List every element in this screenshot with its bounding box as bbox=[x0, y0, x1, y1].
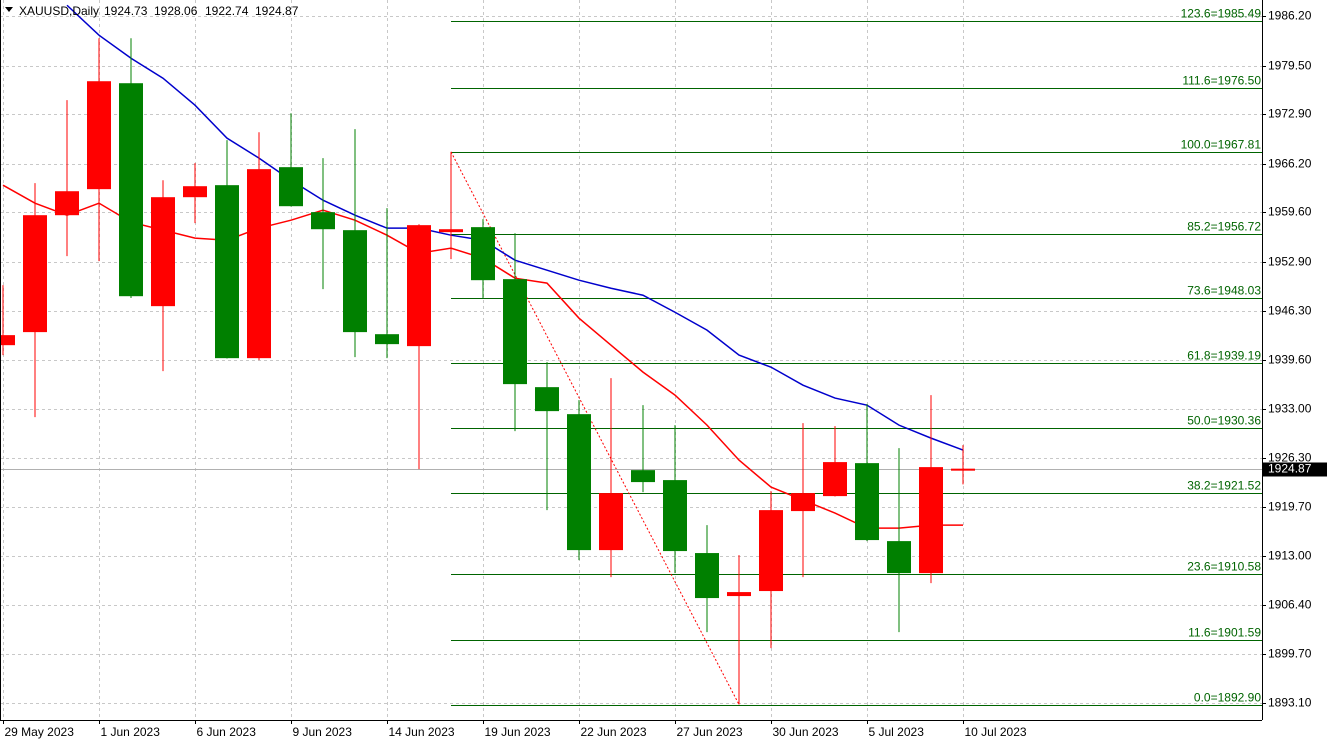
fib-level-label: 23.6=1910.58 bbox=[1187, 560, 1261, 574]
candle-body bbox=[791, 493, 815, 512]
y-tick-label: 1946.30 bbox=[1268, 304, 1312, 318]
y-tick-label: 1952.90 bbox=[1268, 255, 1312, 269]
header-symbol: XAUUSD,Daily bbox=[19, 4, 99, 18]
y-tick-label: 1972.90 bbox=[1268, 107, 1312, 121]
y-tick-label: 1966.20 bbox=[1268, 157, 1312, 171]
candle-body bbox=[631, 470, 655, 483]
candle-body bbox=[951, 468, 975, 471]
candle-body bbox=[375, 334, 399, 345]
header-high: 1928.06 bbox=[154, 4, 198, 18]
candle-body bbox=[439, 229, 463, 233]
candle-body bbox=[87, 81, 111, 190]
candle-body bbox=[407, 225, 431, 347]
candle-body bbox=[663, 480, 687, 552]
fib-level-label: 61.8=1939.19 bbox=[1187, 349, 1261, 363]
fib-level-label: 38.2=1921.52 bbox=[1187, 479, 1261, 493]
candle-body bbox=[215, 185, 239, 359]
x-tick-label: 5 Jul 2023 bbox=[869, 725, 925, 739]
header-open: 1924.73 bbox=[104, 4, 148, 18]
y-tick-label: 1939.60 bbox=[1268, 353, 1312, 367]
plot-area: 123.6=1985.49 111.6=1976.50 100.0=1967.81 8… bbox=[0, 4, 1262, 706]
y-tick-label: 1926.30 bbox=[1268, 451, 1312, 465]
y-tick-label: 1899.70 bbox=[1268, 647, 1312, 661]
candle-body bbox=[567, 414, 591, 551]
x-tick-label: 6 Jun 2023 bbox=[197, 725, 257, 739]
x-tick-label: 19 Jun 2023 bbox=[485, 725, 551, 739]
fib-level-label: 111.6=1976.50 bbox=[1182, 74, 1261, 88]
candle-body bbox=[119, 83, 143, 297]
y-tick-label: 1906.40 bbox=[1268, 598, 1312, 612]
x-tick-label: 1 Jun 2023 bbox=[101, 725, 161, 739]
candle-body bbox=[343, 230, 367, 333]
candle-body bbox=[535, 387, 559, 412]
fib-level-label: 100.0=1967.81 bbox=[1181, 138, 1262, 152]
candle-body bbox=[151, 197, 175, 307]
y-tick-label: 1959.60 bbox=[1268, 205, 1312, 219]
candle-body bbox=[695, 553, 719, 599]
candle-body bbox=[471, 227, 495, 281]
fib-level-label: 11.6=1901.59 bbox=[1188, 626, 1261, 640]
candle-body bbox=[23, 215, 47, 333]
x-tick-label: 27 Jun 2023 bbox=[677, 725, 743, 739]
candle-body bbox=[887, 541, 911, 574]
candle-body bbox=[279, 167, 303, 207]
candle-body bbox=[55, 191, 79, 216]
candle-body bbox=[0, 335, 15, 346]
current-price-label: 1924.87 bbox=[1268, 462, 1312, 476]
y-tick-label: 1979.50 bbox=[1268, 59, 1312, 73]
fib-level-label: 50.0=1930.36 bbox=[1187, 414, 1261, 428]
current-price-box bbox=[1262, 462, 1327, 477]
y-tick-label: 1933.00 bbox=[1268, 402, 1312, 416]
axes: 1986.20 1979.50 1972.90 1966.20 1959.60 1952.… bbox=[3, 9, 1327, 739]
header-triangle bbox=[5, 7, 13, 12]
candle-body bbox=[823, 462, 847, 497]
x-tick-label: 10 Jul 2023 bbox=[965, 725, 1027, 739]
header-low: 1922.74 bbox=[205, 4, 249, 18]
x-tick-label: 14 Jun 2023 bbox=[389, 725, 455, 739]
grid bbox=[0, 0, 1262, 720]
y-tick-label: 1913.00 bbox=[1268, 549, 1312, 563]
candle-body bbox=[727, 592, 751, 597]
x-tick-label: 29 May 2023 bbox=[5, 725, 75, 739]
fib-level-label: 73.6=1948.03 bbox=[1187, 284, 1261, 298]
candle-body bbox=[503, 279, 527, 385]
candle-body bbox=[599, 493, 623, 551]
fib-level-label: 85.2=1956.72 bbox=[1187, 220, 1261, 234]
x-tick-label: 22 Jun 2023 bbox=[581, 725, 647, 739]
x-tick-label: 9 Jun 2023 bbox=[293, 725, 353, 739]
candle-body bbox=[183, 186, 207, 198]
candle-body bbox=[759, 510, 783, 592]
fib-level-label: 0.0=1892.90 bbox=[1194, 691, 1261, 705]
fib-level-label: 123.6=1985.49 bbox=[1181, 7, 1262, 21]
x-tick-label: 30 Jun 2023 bbox=[773, 725, 839, 739]
header-close: 1924.87 bbox=[255, 4, 299, 18]
candle-body bbox=[919, 467, 943, 574]
y-tick-label: 1893.10 bbox=[1268, 696, 1312, 710]
candle-body bbox=[855, 463, 879, 541]
y-tick-label: 1919.70 bbox=[1268, 500, 1312, 514]
candle-body bbox=[311, 212, 335, 230]
y-tick-label: 1986.20 bbox=[1268, 9, 1312, 23]
candle-body bbox=[247, 169, 271, 359]
